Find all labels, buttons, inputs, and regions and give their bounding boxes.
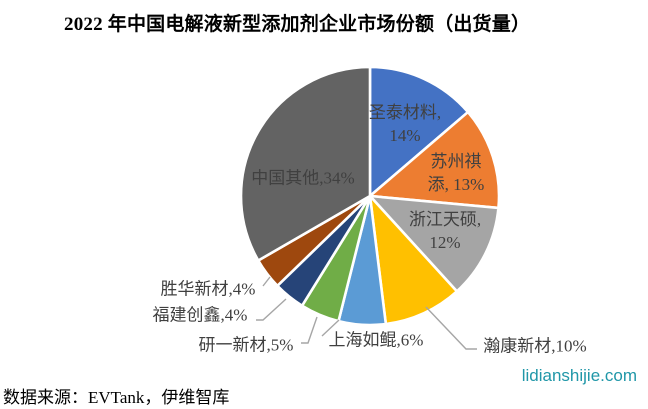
- pie-slice-圣泰材料: [368, 65, 470, 198]
- slice-label-胜华新材: 胜华新材,4%: [160, 279, 256, 299]
- leader-line-研一新材: [301, 316, 318, 344]
- slice-label-圣泰材料: 圣泰材料, 14%: [368, 103, 442, 145]
- leader-line-上海如鲲: [321, 319, 340, 337]
- watermark-text: lidianshijie.com: [521, 366, 637, 385]
- slice-label-研一新材: 研一新材,5%: [198, 335, 294, 355]
- leader-line-瀚康新材: [425, 306, 477, 350]
- slice-label-中国其他: 中国其他,34%: [251, 168, 355, 188]
- slice-label-浙江天硕: 浙江天硕, 12%: [408, 210, 482, 252]
- slice-label-苏州祺添: 苏州祺 添, 13%: [427, 152, 485, 194]
- slice-label-上海如鲲: 上海如鲲,6%: [328, 330, 424, 350]
- pie-slice-浙江天硕: [368, 194, 500, 293]
- pie-slice-瀚康新材: [368, 194, 459, 326]
- slice-label-福建创鑫: 福建创鑫,4%: [152, 305, 248, 325]
- pie-slice-中国其他: [239, 65, 372, 262]
- leader-line-福建创鑫: [256, 298, 287, 321]
- slice-label-瀚康新材: 瀚康新材,10%: [483, 336, 587, 356]
- leader-line-胜华新材: [262, 276, 271, 287]
- pie-slice-苏州祺添: [368, 110, 501, 210]
- chart-title: 2022 年中国电解液新型添加剂企业市场份额（出货量）: [64, 14, 531, 35]
- data-source-text: 数据来源：EVTank，伊维智库: [3, 388, 230, 407]
